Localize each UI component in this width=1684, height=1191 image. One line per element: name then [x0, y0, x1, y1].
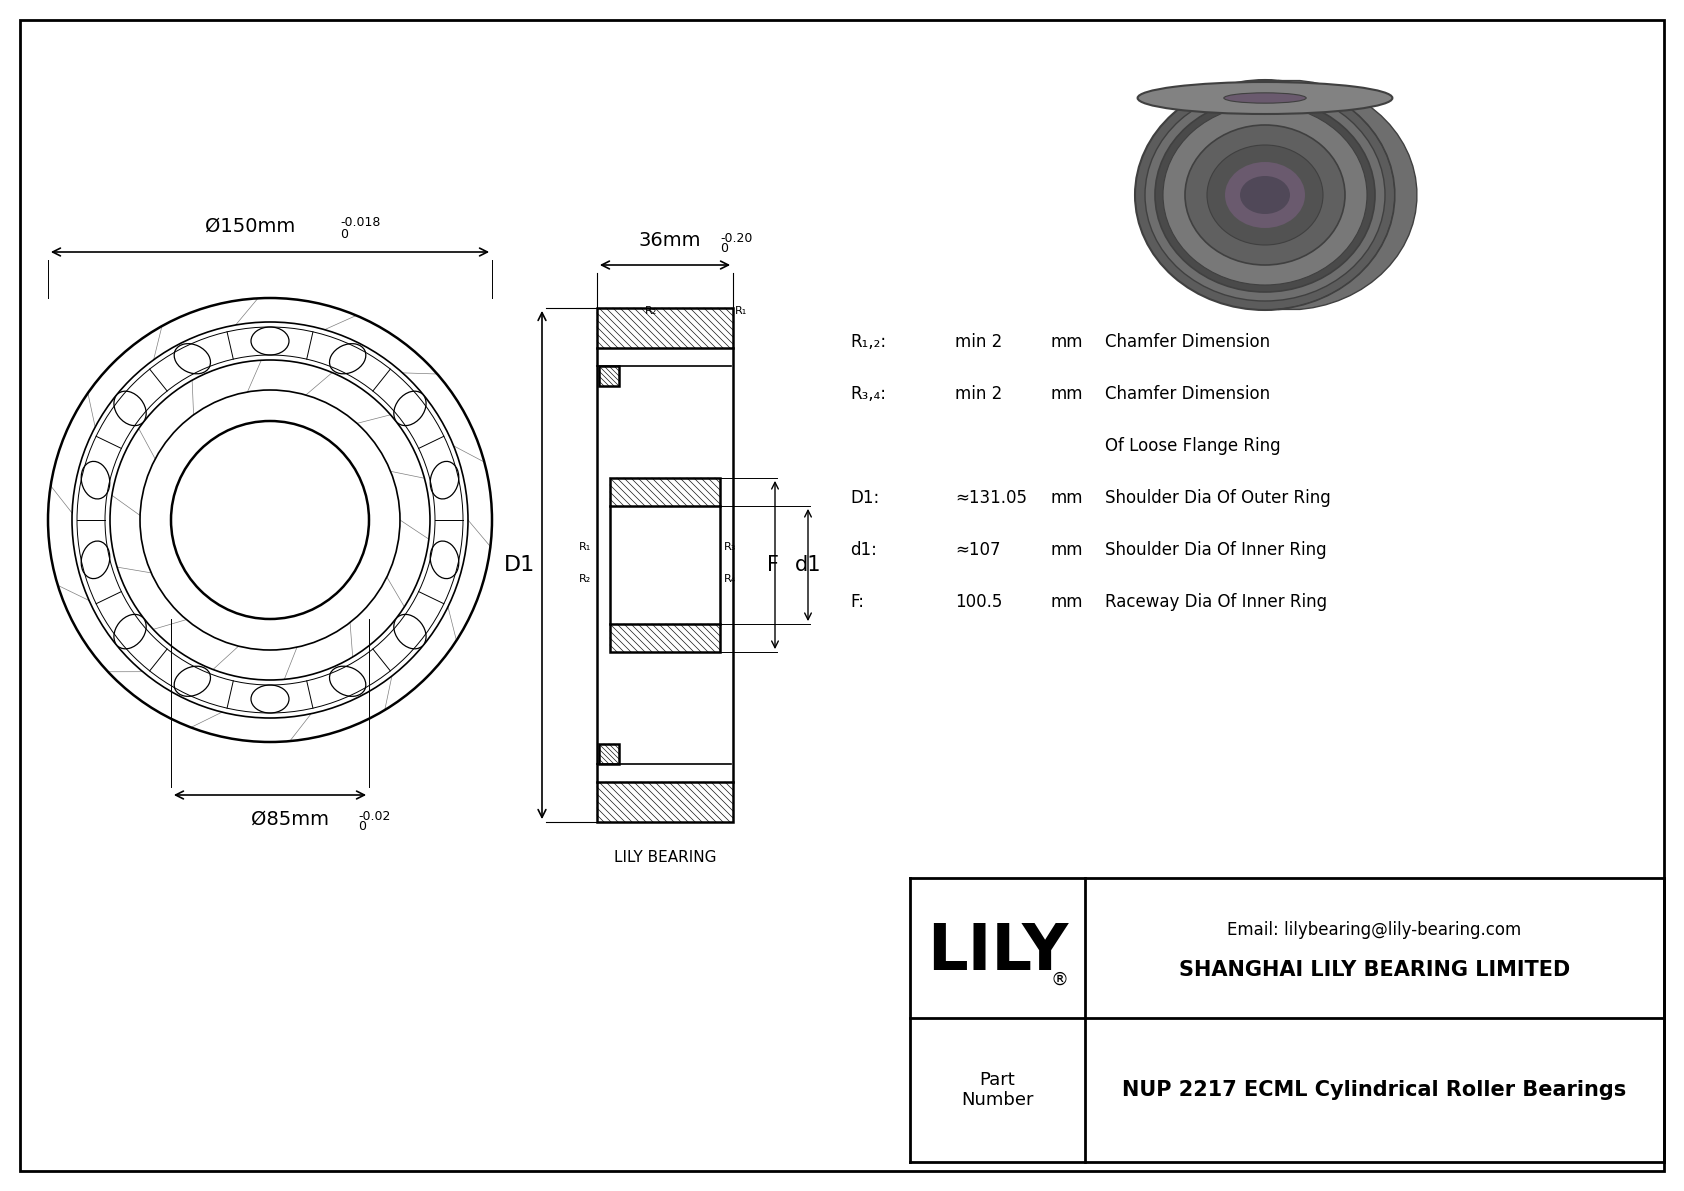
Ellipse shape — [81, 541, 109, 579]
Ellipse shape — [1164, 105, 1367, 285]
Text: R₃,₄:: R₃,₄: — [850, 385, 886, 403]
Ellipse shape — [330, 344, 365, 374]
Text: -0.02: -0.02 — [359, 810, 391, 823]
Text: 100.5: 100.5 — [955, 593, 1002, 611]
Text: Of Loose Flange Ring: Of Loose Flange Ring — [1105, 437, 1280, 455]
Ellipse shape — [394, 615, 426, 649]
Text: 36mm: 36mm — [638, 231, 701, 250]
Ellipse shape — [1207, 145, 1324, 245]
Ellipse shape — [429, 541, 458, 579]
Ellipse shape — [1145, 89, 1384, 301]
Ellipse shape — [394, 391, 426, 425]
Ellipse shape — [115, 391, 147, 425]
Ellipse shape — [173, 666, 210, 697]
Ellipse shape — [1138, 82, 1393, 114]
Text: Chamfer Dimension: Chamfer Dimension — [1105, 385, 1270, 403]
Text: d1:: d1: — [850, 541, 877, 559]
Text: R₁: R₁ — [734, 306, 748, 316]
Text: R₃: R₃ — [724, 542, 736, 551]
Polygon shape — [598, 308, 733, 348]
Text: ≈131.05: ≈131.05 — [955, 490, 1027, 507]
Polygon shape — [600, 366, 620, 386]
Text: mm: mm — [1051, 490, 1083, 507]
Text: 0: 0 — [340, 227, 349, 241]
Ellipse shape — [1224, 162, 1305, 227]
Ellipse shape — [81, 461, 109, 499]
Text: -0.018: -0.018 — [340, 217, 381, 230]
Text: Part
Number: Part Number — [962, 1071, 1034, 1109]
Text: 0: 0 — [721, 243, 727, 256]
Text: ®: ® — [1051, 971, 1069, 989]
Text: mm: mm — [1051, 541, 1083, 559]
Text: Shoulder Dia Of Outer Ring: Shoulder Dia Of Outer Ring — [1105, 490, 1330, 507]
Text: LILY: LILY — [926, 921, 1068, 983]
Ellipse shape — [251, 328, 290, 355]
Text: R₄: R₄ — [724, 574, 736, 584]
Text: R₂: R₂ — [645, 306, 657, 316]
Text: mm: mm — [1051, 385, 1083, 403]
Text: Ø85mm: Ø85mm — [251, 810, 328, 829]
Text: mm: mm — [1051, 333, 1083, 351]
Text: Email: lilybearing@lily-bearing.com: Email: lilybearing@lily-bearing.com — [1228, 921, 1522, 939]
Polygon shape — [600, 744, 620, 763]
Text: mm: mm — [1051, 593, 1083, 611]
Ellipse shape — [1224, 93, 1307, 104]
Ellipse shape — [1186, 125, 1346, 266]
Text: SHANGHAI LILY BEARING LIMITED: SHANGHAI LILY BEARING LIMITED — [1179, 960, 1569, 980]
Ellipse shape — [251, 685, 290, 713]
Text: F:: F: — [850, 593, 864, 611]
Text: NUP 2217 ECML Cylindrical Roller Bearings: NUP 2217 ECML Cylindrical Roller Bearing… — [1122, 1080, 1627, 1100]
Polygon shape — [610, 624, 721, 651]
Text: 0: 0 — [359, 821, 365, 834]
Polygon shape — [598, 782, 733, 822]
Text: ≈107: ≈107 — [955, 541, 1000, 559]
Text: Raceway Dia Of Inner Ring: Raceway Dia Of Inner Ring — [1105, 593, 1327, 611]
Ellipse shape — [429, 461, 458, 499]
Ellipse shape — [1155, 98, 1376, 292]
Text: R₁: R₁ — [579, 542, 591, 551]
Text: d1: d1 — [795, 555, 822, 575]
Text: F: F — [766, 555, 780, 575]
Text: -0.20: -0.20 — [721, 231, 753, 244]
Text: min 2: min 2 — [955, 385, 1002, 403]
Text: Shoulder Dia Of Inner Ring: Shoulder Dia Of Inner Ring — [1105, 541, 1327, 559]
Ellipse shape — [330, 666, 365, 697]
Text: R₂: R₂ — [579, 574, 591, 584]
Text: Ø150mm: Ø150mm — [205, 217, 295, 236]
Ellipse shape — [173, 344, 210, 374]
Polygon shape — [610, 478, 721, 506]
Ellipse shape — [1239, 176, 1290, 214]
Text: D1: D1 — [505, 555, 536, 575]
Text: LILY BEARING: LILY BEARING — [613, 849, 716, 865]
Text: min 2: min 2 — [955, 333, 1002, 351]
Ellipse shape — [1135, 80, 1394, 310]
Text: R₁,₂:: R₁,₂: — [850, 333, 886, 351]
Text: D1:: D1: — [850, 490, 879, 507]
Polygon shape — [1278, 81, 1416, 310]
Text: Chamfer Dimension: Chamfer Dimension — [1105, 333, 1270, 351]
Ellipse shape — [115, 615, 147, 649]
